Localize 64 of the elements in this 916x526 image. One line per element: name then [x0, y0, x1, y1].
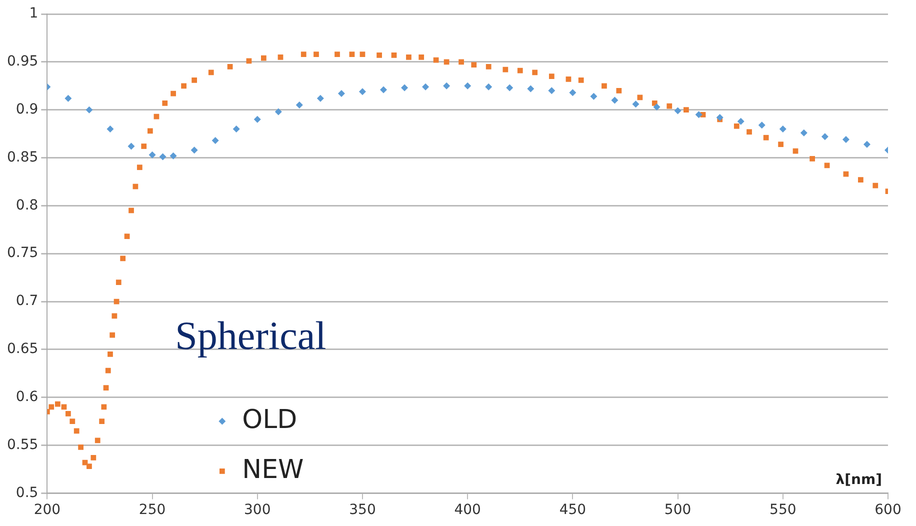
y-tick-label: 0.8 [16, 197, 38, 214]
x-tick-label: 450 [559, 502, 586, 518]
x-tick-label: 300 [244, 502, 271, 518]
point [737, 118, 744, 125]
y-tick-label: 0.9 [16, 101, 38, 118]
point [106, 126, 114, 133]
point [232, 126, 240, 133]
x-tick-label: 400 [454, 502, 481, 518]
y-tick-label: 0.5 [16, 484, 38, 501]
y-tick-label: 0.65 [7, 341, 38, 358]
point [86, 106, 93, 114]
point [358, 88, 366, 96]
y-tick-label: 0.7 [16, 293, 38, 310]
point [128, 142, 135, 150]
y-tick-label: 0.6 [16, 389, 38, 405]
point [443, 82, 450, 90]
point [296, 102, 303, 109]
point [485, 83, 492, 90]
point [190, 146, 198, 154]
point [779, 126, 786, 133]
point [758, 122, 766, 129]
x-tick-label: 500 [664, 502, 692, 518]
point [316, 94, 324, 102]
x-tick-label: 200 [34, 502, 61, 518]
point [632, 100, 640, 108]
point [64, 94, 72, 102]
annotation: Spherical [175, 313, 326, 358]
legend-label: NEW [242, 454, 304, 485]
point [401, 84, 408, 92]
y-tick-label: 0.95 [7, 54, 38, 70]
point [863, 140, 870, 148]
point [338, 90, 345, 98]
point [148, 151, 156, 158]
point [821, 133, 828, 140]
point [653, 103, 660, 110]
point [695, 111, 702, 118]
point [170, 152, 177, 160]
x-tick-label: 350 [349, 502, 376, 518]
y-tick-label: 1 [29, 6, 38, 22]
point [716, 114, 724, 122]
x-tick-label: 550 [770, 502, 796, 518]
point [842, 136, 850, 144]
point [254, 116, 261, 123]
point [548, 87, 556, 94]
point [380, 86, 388, 94]
y-tick-label: 0.85 [7, 149, 38, 166]
point [569, 89, 576, 96]
point [159, 153, 166, 160]
point [611, 96, 618, 104]
x-tick-label: 250 [138, 502, 166, 518]
point [464, 82, 472, 90]
point [527, 85, 534, 92]
x-axis-title: λ[nm] [836, 472, 882, 488]
point [800, 129, 808, 136]
y-tick-label: 0.75 [7, 245, 38, 262]
point [674, 107, 682, 114]
point [590, 92, 598, 100]
point [274, 108, 282, 116]
legend-label: OLD [242, 404, 298, 435]
x-tick-label: 600 [874, 502, 902, 518]
y-tick-label: 0.55 [7, 436, 38, 453]
point [506, 84, 514, 92]
point [212, 137, 219, 144]
point [422, 83, 430, 90]
